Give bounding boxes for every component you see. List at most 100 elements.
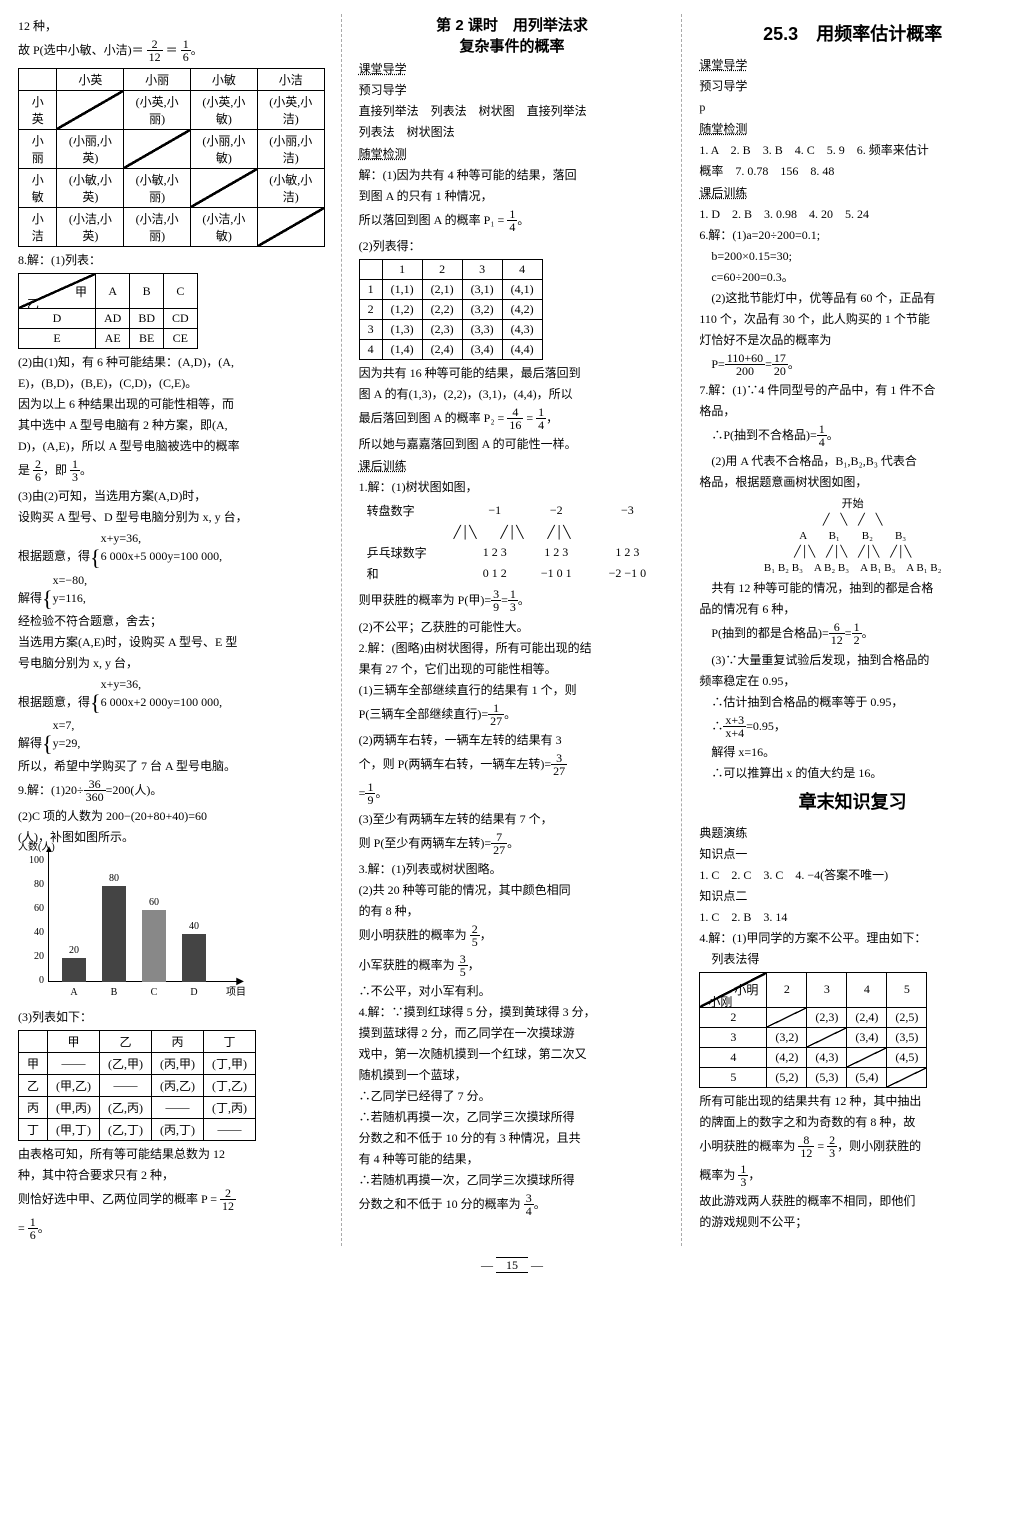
- text: 分数之和不低于 10 分的有 3 种情况，且共: [359, 1129, 666, 1147]
- text: 小明获胜的概率为 812 = 23，则小刚获胜的: [699, 1134, 1006, 1160]
- table-1: 小英小丽小敏小洁 小英(小英,小丽)(小英,小敏)(小英,小洁) 小丽(小丽,小…: [18, 68, 325, 247]
- text: = 16。: [18, 1216, 325, 1242]
- text: 种，其中符合要求只有 2 种，: [18, 1166, 325, 1184]
- chapter-title: 25.3 用频率估计概率: [699, 20, 1006, 46]
- table-4: 1234 1(1,1)(2,1)(3,1)(4,1) 2(1,2)(2,2)(3…: [359, 259, 543, 360]
- section-label: 课后训练: [699, 184, 1006, 202]
- table-3: 甲乙丙丁 甲——(乙,甲)(丙,甲)(丁,甲) 乙(甲,乙)——(丙,乙)(丁,…: [18, 1030, 256, 1141]
- text: 所有可能出现的结果共有 12 种，其中抽出: [699, 1092, 1006, 1110]
- text: ∴若随机再摸一次，乙同学三次摸球所得: [359, 1171, 666, 1189]
- text: 经检验不符合题意，舍去；: [18, 612, 325, 630]
- divider: [681, 14, 683, 1246]
- text: 9.解：(1)20÷36360=200(人)。: [18, 778, 325, 804]
- text: 4.解：(1)甲同学的方案不公平。理由如下：: [699, 929, 1006, 947]
- text: (2)这批节能灯中，优等品有 60 个，正品有: [699, 289, 1006, 307]
- bar-b: [102, 886, 126, 982]
- section-label: 随堂检测: [359, 145, 666, 163]
- text: (2)用 A 代表不合格品，B₁,B₂,B₃ 代表合: [699, 452, 1006, 470]
- text: 由表格可知，所有等可能结果总数为 12: [18, 1145, 325, 1163]
- text: 的游戏规则不公平；: [699, 1213, 1006, 1231]
- text: 解得{x=−80,y=116,: [18, 571, 325, 609]
- text: 最后落回到图 A 的概率 P₂ = 416 = 14，: [359, 406, 666, 432]
- bar-c: [142, 910, 166, 982]
- text: 则甲获胜的概率为 P(甲)=39=13。: [359, 588, 666, 614]
- text: 格品，: [699, 402, 1006, 420]
- text: 1. D 2. B 3. 0.98 4. 20 5. 24: [699, 205, 1006, 223]
- section-label: 随堂检测: [699, 120, 1006, 138]
- text: 解：(1)因为共有 4 种等可能的结果，落回: [359, 166, 666, 184]
- text: ∴可以推算出 x 的值大约是 16。: [699, 764, 1006, 782]
- text: =19。: [359, 781, 666, 807]
- text: 1. C 2. C 3. C 4. −4(答案不唯一): [699, 866, 1006, 884]
- text: 解得{x=7,y=29,: [18, 716, 325, 754]
- text: 图 A 的有(1,3)，(2,2)，(3,1)，(4,4)，所以: [359, 385, 666, 403]
- text: 7.解：(1)∵4 件同型号的产品中，有 1 件不合: [699, 381, 1006, 399]
- text: 1.解：(1)树状图如图，: [359, 478, 666, 496]
- text: 随机摸到一个蓝球，: [359, 1066, 666, 1084]
- text: 6.解：(1)a=20÷200=0.1;: [699, 226, 1006, 244]
- text: (1)三辆车全部继续直行的结果有 1 个，则: [359, 681, 666, 699]
- text: 解得 x=16。: [699, 743, 1006, 761]
- text: 因为共有 16 种等可能的结果，最后落回到: [359, 364, 666, 382]
- section-label: 知识点一: [699, 845, 1006, 863]
- text: 号电脑分别为 x, y 台，: [18, 654, 325, 672]
- text: 4.解：∵摸到红球得 5 分，摸到黄球得 3 分，: [359, 1003, 666, 1021]
- chapter-title: 章末知识复习: [699, 788, 1006, 814]
- text: 则 P(至少有两辆车左转)=727。: [359, 831, 666, 857]
- text: (3)∵大量重复试验后发现，抽到合格品的: [699, 651, 1006, 669]
- section-label: 课堂导学: [359, 60, 666, 78]
- text: 戏中，第一次随机摸到一个红球，第二次又: [359, 1045, 666, 1063]
- text: 则小明获胜的概率为 25，: [359, 923, 666, 949]
- text: 品的情况有 6 种，: [699, 600, 1006, 618]
- text: 所以，希望中学购买了 7 台 A 型号电脑。: [18, 757, 325, 775]
- divider: [341, 14, 343, 1246]
- col-1: 12 种， 故 P(选中小敏、小洁)＝ 212 ＝ 16。 小英小丽小敏小洁 小…: [18, 14, 325, 1246]
- text: (3)列表如下：: [18, 1008, 325, 1026]
- text: 格品，根据题意画树状图如图，: [699, 473, 1006, 491]
- table-5: 小明小刚2345 2(2,3)(2,4)(2,5) 3(3,2)(3,4)(3,…: [699, 972, 927, 1088]
- text: (2)共 20 种等可能的情况，其中颜色相同: [359, 881, 666, 899]
- section-label: 典题演练: [699, 824, 1006, 842]
- text: 所以她与嘉嘉落回到图 A 的可能性一样。: [359, 435, 666, 453]
- text: 果有 27 个，它们出现的可能性相等。: [359, 660, 666, 678]
- text: D)，(A,E)，所以 A 型号电脑被选中的概率: [18, 437, 325, 455]
- text: 共有 12 种等可能的情况，抽到的都是合格: [699, 579, 1006, 597]
- fraction: 212: [147, 38, 163, 64]
- text: 110 个，次品有 30 个，此人购买的 1 个节能: [699, 310, 1006, 328]
- text: 的有 8 种，: [359, 902, 666, 920]
- text: 因为以上 6 种结果出现的可能性相等，而: [18, 395, 325, 413]
- text: ∴x+3x+4=0.95，: [699, 714, 1006, 740]
- text: 个，则 P(两辆车右转，一辆车左转)=327: [359, 752, 666, 778]
- text: 所以落回到图 A 的概率 P₁ = 14。: [359, 208, 666, 234]
- text: ∴乙同学已经得了 7 分。: [359, 1087, 666, 1105]
- tree-diagram: 转盘数字 −1 −2 −3 ╱│╲ ╱│╲ ╱│╲ 乒乓球数字 1 2 3 1 …: [359, 500, 666, 584]
- text: 设购买 A 型号、D 型号电脑分别为 x, y 台，: [18, 508, 325, 526]
- bar-d: [182, 934, 206, 982]
- text: 列表法 树状图法: [359, 123, 666, 141]
- section-label: 知识点二: [699, 887, 1006, 905]
- text: (3)至少有两辆车左转的结果有 7 个，: [359, 810, 666, 828]
- text: 3.解：(1)列表或树状图略。: [359, 860, 666, 878]
- text: ∴不公平，对小军有利。: [359, 982, 666, 1000]
- text: (2)列表得：: [359, 237, 666, 255]
- page-number: — 15 —: [18, 1258, 1006, 1273]
- text: c=60÷200=0.3。: [699, 268, 1006, 286]
- text: (3)由(2)可知，当选用方案(A,D)时，: [18, 487, 325, 505]
- table-2: 甲乙ABC DADBDCD EAEBECE: [18, 273, 198, 349]
- text: 1. A 2. B 3. B 4. C 5. 9 6. 频率来估计: [699, 141, 1006, 159]
- text: 分数之和不低于 10 分的概率为 34。: [359, 1192, 666, 1218]
- text: 故 P(选中小敏、小洁)＝ 212 ＝ 16。: [18, 38, 325, 64]
- section-label: 预习导学: [699, 77, 1006, 95]
- text: 到图 A 的只有 1 种情况，: [359, 187, 666, 205]
- text: 故此游戏两人获胜的概率不相同，即他们: [699, 1192, 1006, 1210]
- col-2: 第 2 课时 用列举法求复杂事件的概率 课堂导学 预习导学 直接列举法 列表法 …: [359, 14, 666, 1246]
- text: (2)不公平；乙获胜的可能性大。: [359, 618, 666, 636]
- text: 故 P(选中小敏、小洁)＝: [18, 43, 144, 57]
- bar-chart: 人数(人) 项目 0 20 40 60 80 100 20 80 60 40 A…: [18, 852, 238, 1002]
- text: ∴P(抽到不合格品)=14。: [699, 423, 1006, 449]
- col-3: 25.3 用频率估计概率 课堂导学 预习导学 p 随堂检测 1. A 2. B …: [699, 14, 1006, 1246]
- text: p: [699, 98, 1006, 116]
- text: 列表法得: [699, 950, 1006, 968]
- text: P=110+60200=1720。: [699, 352, 1006, 378]
- text: 摸到蓝球得 2 分，而乙同学在一次摸球游: [359, 1024, 666, 1042]
